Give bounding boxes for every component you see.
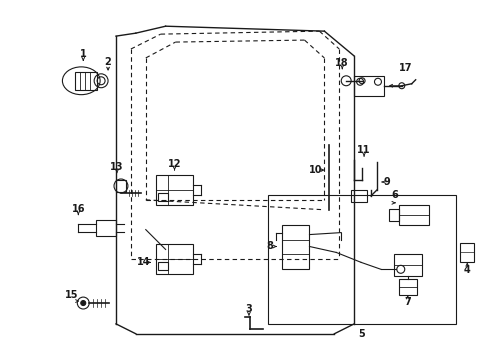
Bar xyxy=(157,262,167,270)
Bar xyxy=(393,255,421,276)
Text: 17: 17 xyxy=(398,63,412,73)
Bar xyxy=(398,205,427,225)
Text: 13: 13 xyxy=(110,162,123,172)
Bar xyxy=(388,209,398,221)
Bar xyxy=(96,220,116,235)
Text: 14: 14 xyxy=(137,257,150,267)
Text: 6: 6 xyxy=(391,190,397,200)
Circle shape xyxy=(81,301,85,306)
Text: 2: 2 xyxy=(104,57,111,67)
Text: 18: 18 xyxy=(335,58,348,68)
Bar xyxy=(459,243,473,262)
Bar xyxy=(116,180,126,192)
Bar xyxy=(281,225,309,269)
Text: 15: 15 xyxy=(64,290,78,300)
Bar xyxy=(155,244,193,274)
Text: 3: 3 xyxy=(245,304,252,314)
Bar xyxy=(75,72,97,90)
Bar xyxy=(353,76,383,96)
Text: 12: 12 xyxy=(167,159,181,169)
Text: 16: 16 xyxy=(71,204,85,214)
Text: 8: 8 xyxy=(266,242,273,252)
Bar xyxy=(398,279,416,295)
Bar xyxy=(157,193,167,201)
Bar xyxy=(267,195,455,324)
Text: 7: 7 xyxy=(404,297,410,307)
Text: 10: 10 xyxy=(308,165,322,175)
Text: 11: 11 xyxy=(357,145,370,155)
Text: 5: 5 xyxy=(358,329,365,339)
Bar xyxy=(155,175,193,205)
Text: 1: 1 xyxy=(80,49,86,59)
Bar xyxy=(350,190,366,202)
Text: 4: 4 xyxy=(463,265,469,275)
Text: 9: 9 xyxy=(383,177,389,187)
